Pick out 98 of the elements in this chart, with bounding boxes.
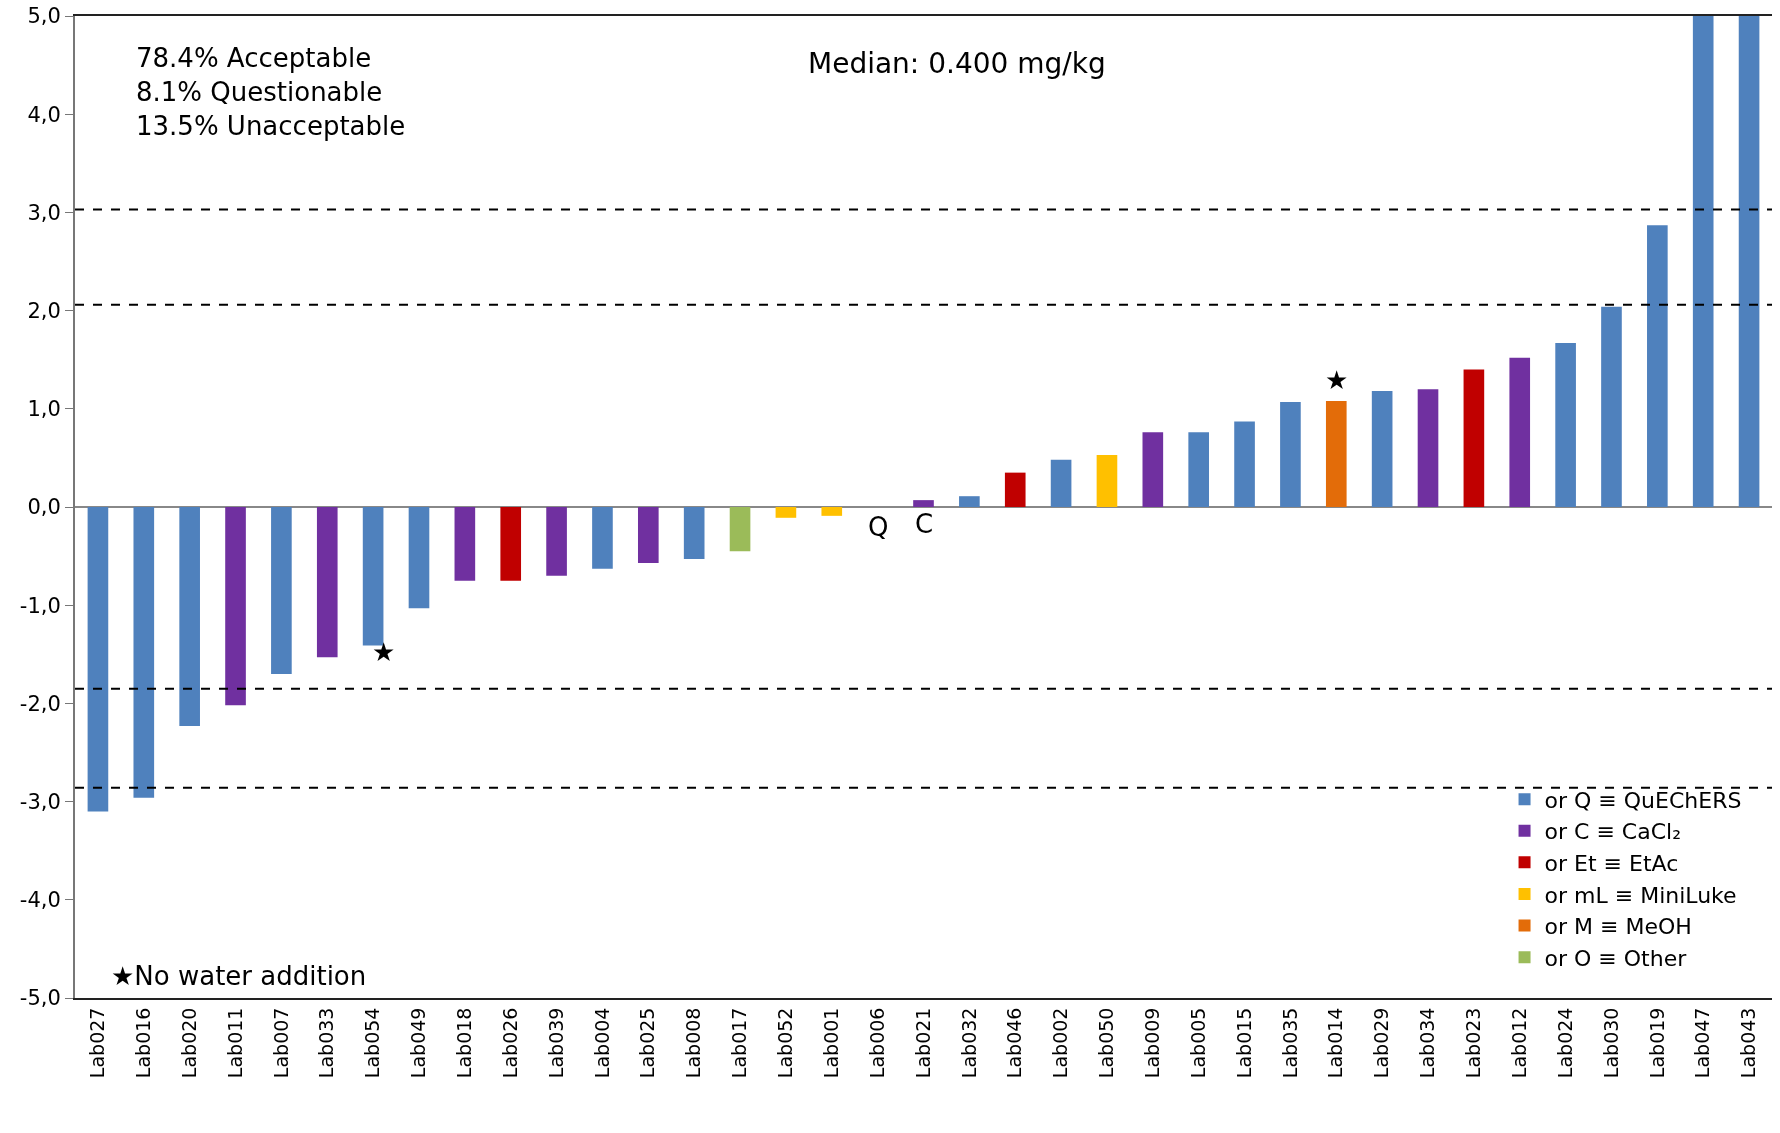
x-tick-label: Lab052: [774, 1007, 797, 1079]
bar: [1463, 369, 1485, 507]
x-tick-label: Lab023: [1462, 1007, 1485, 1079]
legend-label: or mL ≡ MiniLuke: [1544, 882, 1737, 908]
bar: [546, 507, 567, 576]
legend-label: or C ≡ CaCl₂: [1544, 819, 1681, 845]
legend-label: or O ≡ Other: [1544, 945, 1688, 971]
bar: [408, 507, 430, 609]
x-tick-label: Lab014: [1324, 1007, 1347, 1079]
bar: [1555, 343, 1576, 507]
bar: [775, 507, 797, 518]
y-tick-label: -2,0: [19, 691, 61, 716]
y-tick-label: -3,0: [19, 789, 61, 814]
bar: [637, 507, 659, 563]
bar: [271, 507, 292, 674]
y-tick-label: -5,0: [19, 986, 61, 1011]
x-tick-label: Lab049: [407, 1007, 430, 1079]
bar: [133, 507, 155, 798]
x-tick-label: Lab001: [819, 1007, 842, 1079]
x-tick-label: Lab030: [1599, 1007, 1622, 1079]
bar: [1188, 432, 1210, 507]
bar: [1280, 401, 1301, 507]
x-tick-label: Lab008: [682, 1007, 705, 1079]
bar: [1096, 454, 1118, 507]
bar: [729, 507, 751, 552]
legend-label: or M ≡ MeOH: [1544, 914, 1692, 940]
x-tick-label: Lab021: [911, 1007, 934, 1079]
bar: [1325, 400, 1347, 507]
y-tick-label: -4,0: [19, 888, 61, 913]
x-tick-label: Lab054: [361, 1007, 384, 1079]
x-tick-label: Lab024: [1553, 1007, 1576, 1079]
x-tick-label: Lab002: [1049, 1007, 1072, 1079]
x-tick-label: Lab019: [1645, 1007, 1668, 1079]
y-tick-label: 2,0: [27, 298, 61, 323]
x-tick-label: Lab015: [1232, 1007, 1255, 1079]
x-tick-label: Lab016: [131, 1007, 154, 1079]
bar: [1647, 225, 1668, 507]
annotation: 8.1% Questionable: [136, 77, 383, 107]
bar: [1417, 389, 1439, 507]
x-tick-label: Lab027: [86, 1007, 109, 1079]
bar: [179, 507, 200, 726]
x-tick-label: Lab006: [865, 1007, 888, 1079]
bar: [1050, 459, 1072, 507]
annotation: C: [915, 509, 934, 539]
bar: [913, 500, 934, 507]
y-tick-label: 5,0: [27, 4, 61, 29]
annotation: Q: [868, 512, 889, 542]
bar: [316, 507, 338, 658]
x-tick-label: Lab033: [315, 1007, 338, 1079]
bar: [1738, 16, 1760, 507]
x-tick-label: Lab020: [177, 1007, 200, 1079]
bar: [225, 507, 246, 706]
x-tick-label: Lab011: [223, 1007, 246, 1079]
annotation: Median: 0.400 mg/kg: [808, 47, 1106, 80]
y-tick-label: 0,0: [27, 495, 61, 520]
legend-label: or Q ≡ QuEChERS: [1544, 787, 1742, 813]
annotation: ★: [1325, 365, 1349, 395]
bar: [1234, 421, 1255, 507]
bar: [454, 507, 476, 581]
x-tick-label: Lab007: [269, 1007, 292, 1079]
x-tick-label: Lab017: [728, 1007, 751, 1079]
y-tick-label: 1,0: [27, 397, 61, 422]
x-tick-label: Lab039: [544, 1007, 567, 1079]
bar: [87, 507, 109, 812]
x-tick-label: Lab029: [1370, 1007, 1393, 1079]
x-tick-label: Lab004: [590, 1007, 613, 1079]
bar: [500, 507, 522, 581]
bar: [1371, 391, 1393, 507]
legend-label: or Et ≡ EtAc: [1544, 850, 1679, 876]
bar: [1142, 432, 1164, 507]
bar: [592, 507, 613, 569]
bar: [1601, 306, 1622, 507]
bar: [683, 507, 705, 560]
annotation: 13.5% Unacceptable: [136, 111, 406, 141]
x-tick-label: Lab005: [1186, 1007, 1209, 1079]
x-tick-label: Lab046: [1003, 1007, 1026, 1079]
bar: [1692, 16, 1714, 507]
y-tick-label: 3,0: [27, 200, 61, 225]
y-tick-label: 4,0: [27, 102, 61, 127]
bar: [1004, 472, 1026, 507]
x-tick-label: Lab043: [1737, 1007, 1760, 1079]
x-tick-label: Lab009: [1140, 1007, 1163, 1079]
annotation: ★No water addition: [111, 961, 367, 991]
x-tick-label: Lab026: [498, 1007, 521, 1079]
x-tick-label: Lab034: [1416, 1007, 1439, 1079]
x-tick-label: Lab012: [1507, 1007, 1530, 1079]
x-tick-label: Lab025: [636, 1007, 659, 1079]
x-tick-label: Lab050: [1095, 1007, 1118, 1079]
annotation: 78.4% Acceptable: [136, 43, 372, 73]
bar: [1509, 357, 1531, 507]
x-tick-label: Lab032: [957, 1007, 980, 1079]
x-tick-label: Lab035: [1278, 1007, 1301, 1079]
y-tick-label: -1,0: [19, 593, 61, 618]
x-tick-label: Lab047: [1691, 1007, 1714, 1079]
bar: [959, 496, 980, 507]
bar: [821, 507, 843, 516]
x-tick-label: Lab018: [453, 1007, 476, 1079]
annotation: ★: [372, 637, 396, 667]
